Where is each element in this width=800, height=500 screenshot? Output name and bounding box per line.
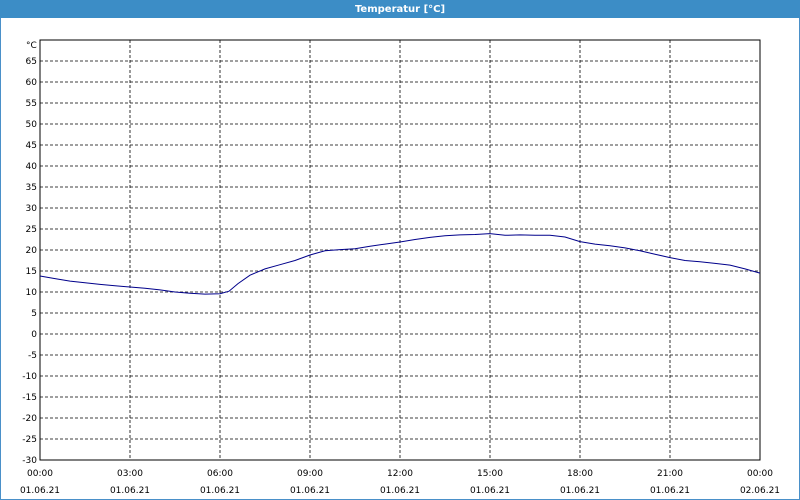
y-tick-label: 60: [26, 78, 38, 88]
x-tick-date-label: 01.06.21: [110, 486, 150, 496]
grid: [40, 40, 760, 460]
x-tick-date-label: 01.06.21: [470, 486, 510, 496]
x-tick-date-label: 01.06.21: [560, 486, 600, 496]
y-tick-label: 30: [26, 204, 38, 214]
y-tick-label: 15: [26, 267, 37, 277]
plot-area-border: [39, 39, 761, 461]
x-tick-time-label: 21:00: [657, 469, 683, 479]
y-axis-ticks: 65605550454035302520151050-5-10-15-20-25…: [22, 57, 37, 466]
x-tick-date-label: 02.06.21: [740, 486, 780, 496]
y-tick-label: -30: [22, 456, 37, 466]
chart-title: Temperatur [°C]: [354, 3, 446, 15]
x-tick-time-label: 15:00: [477, 469, 503, 479]
y-tick-label: 20: [26, 246, 38, 256]
y-tick-label: 25: [26, 225, 37, 235]
x-tick-date-label: 01.06.21: [20, 486, 60, 496]
y-tick-label: 10: [26, 288, 38, 298]
x-tick-time-label: 18:00: [567, 469, 593, 479]
x-tick-time-label: 12:00: [387, 469, 413, 479]
data-series: [39, 233, 761, 295]
y-tick-label: 45: [26, 141, 37, 151]
y-axis-unit-label: °C: [26, 41, 37, 51]
y-tick-label: 65: [26, 57, 37, 67]
y-tick-label: -20: [22, 414, 37, 424]
y-tick-label: 5: [31, 309, 37, 319]
x-tick-time-label: 00:00: [27, 469, 53, 479]
x-tick-time-label: 06:00: [207, 469, 233, 479]
y-tick-label: -5: [28, 351, 37, 361]
y-tick-label: -10: [22, 372, 37, 382]
x-tick-date-label: 01.06.21: [290, 486, 330, 496]
y-tick-label: 50: [26, 120, 38, 130]
x-tick-date-label: 01.06.21: [650, 486, 690, 496]
y-tick-label: -25: [22, 435, 37, 445]
x-tick-time-label: 03:00: [117, 469, 143, 479]
title-bar: Temperatur [°C]: [0, 0, 800, 18]
x-tick-time-label: 00:00: [747, 469, 773, 479]
x-tick-date-label: 01.06.21: [380, 486, 420, 496]
y-tick-label: 0: [31, 330, 37, 340]
y-tick-label: 55: [26, 99, 37, 109]
y-tick-label: -15: [22, 393, 37, 403]
x-axis-ticks: 00:00 01.06.21 03:00 01.06.21 06:00 01.06.21 0…: [20, 469, 780, 496]
temperature-line: [39, 233, 761, 295]
y-tick-label: 40: [26, 162, 38, 172]
y-tick-label: 35: [26, 183, 37, 193]
x-tick-date-label: 01.06.21: [200, 486, 240, 496]
x-tick-time-label: 09:00: [297, 469, 323, 479]
